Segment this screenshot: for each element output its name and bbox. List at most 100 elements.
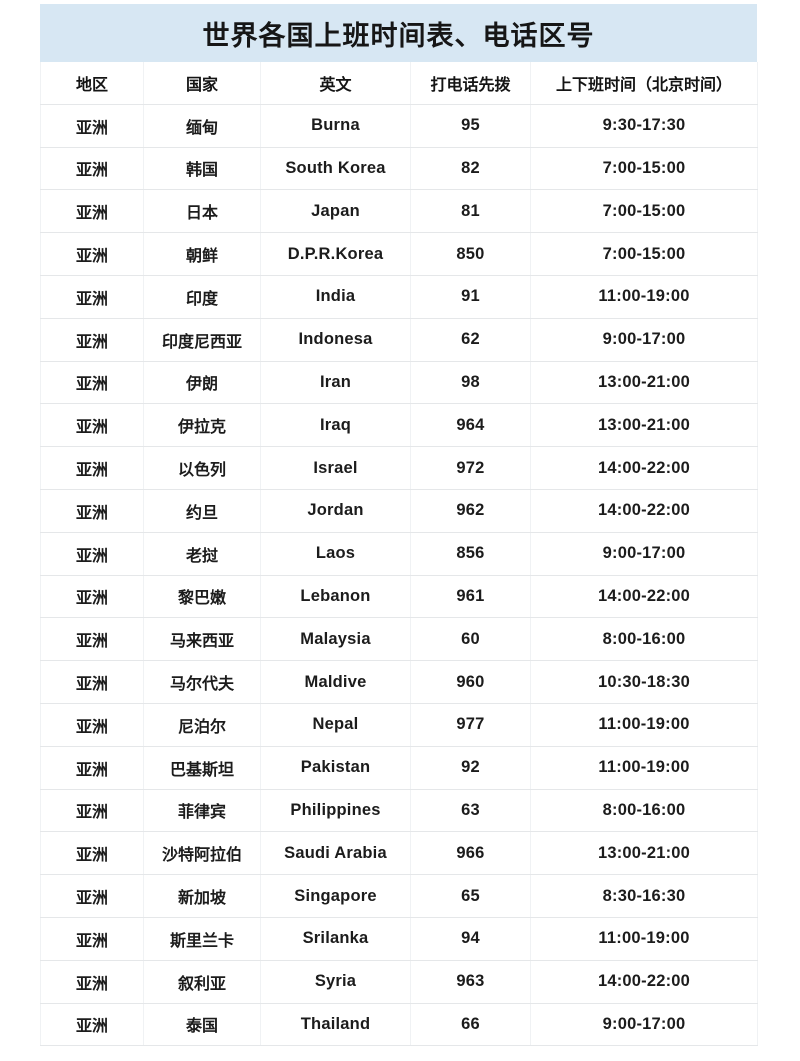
- cell-dial-code: 65: [410, 874, 531, 918]
- cell-region: 亚洲: [40, 660, 144, 704]
- cell-country: 朝鲜: [143, 232, 261, 276]
- column-header-work-hours: 上下班时间（北京时间）: [530, 62, 758, 105]
- cell-work-hours: 9:00-17:00: [530, 1003, 758, 1047]
- cell-english: Japan: [260, 189, 411, 234]
- cell-english: Iran: [260, 361, 411, 405]
- cell-work-hours: 14:00-22:00: [530, 575, 758, 619]
- column-header-country: 国家: [143, 62, 261, 105]
- cell-region: 亚洲: [40, 403, 144, 448]
- table-row: 亚洲 以色列 Israel 972 14:00-22:00: [40, 446, 758, 490]
- cell-dial-code: 60: [410, 617, 531, 662]
- table-row: 亚洲 马来西亚 Malaysia 60 8:00-16:00: [40, 617, 758, 662]
- cell-work-hours: 13:00-21:00: [530, 831, 758, 876]
- cell-dial-code: 977: [410, 703, 531, 747]
- cell-dial-code: 962: [410, 489, 531, 533]
- cell-country: 菲律宾: [143, 789, 261, 833]
- cell-country: 泰国: [143, 1003, 261, 1047]
- cell-english: Israel: [260, 446, 411, 490]
- cell-work-hours: 9:00-17:00: [530, 532, 758, 576]
- cell-work-hours: 9:00-17:00: [530, 318, 758, 362]
- column-header-region: 地区: [40, 62, 144, 105]
- cell-region: 亚洲: [40, 532, 144, 576]
- cell-region: 亚洲: [40, 874, 144, 918]
- cell-work-hours: 8:30-16:30: [530, 874, 758, 918]
- cell-country: 印度: [143, 275, 261, 319]
- cell-region: 亚洲: [40, 789, 144, 833]
- cell-dial-code: 961: [410, 575, 531, 619]
- cell-country: 马来西亚: [143, 617, 261, 662]
- cell-region: 亚洲: [40, 318, 144, 362]
- cell-english: Maldive: [260, 660, 411, 704]
- cell-english: Thailand: [260, 1003, 411, 1047]
- cell-english: Nepal: [260, 703, 411, 747]
- cell-dial-code: 94: [410, 917, 531, 961]
- cell-dial-code: 850: [410, 232, 531, 276]
- cell-region: 亚洲: [40, 746, 144, 790]
- cell-country: 黎巴嫩: [143, 575, 261, 619]
- column-header-english: 英文: [260, 62, 411, 105]
- table-row: 亚洲 缅甸 Burna 95 9:30-17:30: [40, 104, 758, 148]
- cell-region: 亚洲: [40, 104, 144, 148]
- cell-dial-code: 62: [410, 318, 531, 362]
- cell-region: 亚洲: [40, 275, 144, 319]
- cell-region: 亚洲: [40, 617, 144, 662]
- cell-region: 亚洲: [40, 147, 144, 191]
- cell-region: 亚洲: [40, 917, 144, 961]
- table-row: 亚洲 沙特阿拉伯 Saudi Arabia 966 13:00-21:00: [40, 831, 758, 876]
- cell-english: Indonesa: [260, 318, 411, 362]
- cell-english: India: [260, 275, 411, 319]
- cell-english: Philippines: [260, 789, 411, 833]
- cell-english: Syria: [260, 960, 411, 1004]
- cell-dial-code: 82: [410, 147, 531, 191]
- cell-country: 沙特阿拉伯: [143, 831, 261, 876]
- cell-work-hours: 11:00-19:00: [530, 917, 758, 961]
- column-header-dial-code: 打电话先拨: [410, 62, 531, 105]
- cell-dial-code: 856: [410, 532, 531, 576]
- table-row: 亚洲 韩国 South Korea 82 7:00-15:00: [40, 147, 758, 191]
- cell-region: 亚洲: [40, 489, 144, 533]
- cell-country: 马尔代夫: [143, 660, 261, 704]
- cell-country: 以色列: [143, 446, 261, 490]
- cell-dial-code: 81: [410, 189, 531, 234]
- cell-work-hours: 14:00-22:00: [530, 489, 758, 533]
- cell-english: Saudi Arabia: [260, 831, 411, 876]
- cell-work-hours: 9:30-17:30: [530, 104, 758, 148]
- table-row: 亚洲 巴基斯坦 Pakistan 92 11:00-19:00: [40, 746, 758, 790]
- cell-dial-code: 963: [410, 960, 531, 1004]
- cell-region: 亚洲: [40, 831, 144, 876]
- cell-dial-code: 98: [410, 361, 531, 405]
- cell-english: Lebanon: [260, 575, 411, 619]
- cell-region: 亚洲: [40, 189, 144, 234]
- cell-work-hours: 11:00-19:00: [530, 275, 758, 319]
- cell-work-hours: 14:00-22:00: [530, 960, 758, 1004]
- table-row: 亚洲 尼泊尔 Nepal 977 11:00-19:00: [40, 703, 758, 747]
- table-row: 亚洲 印度 India 91 11:00-19:00: [40, 275, 758, 319]
- cell-dial-code: 95: [410, 104, 531, 148]
- cell-country: 伊拉克: [143, 403, 261, 448]
- header-row: 地区 国家 英文 打电话先拨 上下班时间（北京时间）: [40, 62, 758, 105]
- cell-work-hours: 13:00-21:00: [530, 403, 758, 448]
- cell-dial-code: 91: [410, 275, 531, 319]
- cell-country: 印度尼西亚: [143, 318, 261, 362]
- table-row: 亚洲 马尔代夫 Maldive 960 10:30-18:30: [40, 660, 758, 704]
- cell-english: Burna: [260, 104, 411, 148]
- cell-country: 斯里兰卡: [143, 917, 261, 961]
- cell-work-hours: 13:00-21:00: [530, 361, 758, 405]
- cell-work-hours: 7:00-15:00: [530, 232, 758, 276]
- cell-work-hours: 8:00-16:00: [530, 789, 758, 833]
- cell-region: 亚洲: [40, 575, 144, 619]
- table-row: 亚洲 日本 Japan 81 7:00-15:00: [40, 189, 758, 234]
- table-row: 亚洲 印度尼西亚 Indonesa 62 9:00-17:00: [40, 318, 758, 362]
- cell-work-hours: 11:00-19:00: [530, 746, 758, 790]
- cell-english: Jordan: [260, 489, 411, 533]
- cell-region: 亚洲: [40, 446, 144, 490]
- cell-country: 叙利亚: [143, 960, 261, 1004]
- cell-region: 亚洲: [40, 232, 144, 276]
- cell-work-hours: 7:00-15:00: [530, 189, 758, 234]
- cell-english: D.P.R.Korea: [260, 232, 411, 276]
- cell-dial-code: 66: [410, 1003, 531, 1047]
- cell-english: Pakistan: [260, 746, 411, 790]
- cell-english: Iraq: [260, 403, 411, 448]
- cell-english: South Korea: [260, 147, 411, 191]
